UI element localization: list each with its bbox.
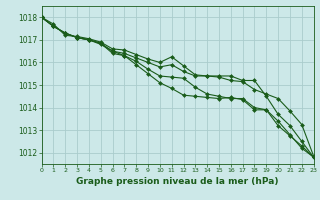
X-axis label: Graphe pression niveau de la mer (hPa): Graphe pression niveau de la mer (hPa) [76,177,279,186]
